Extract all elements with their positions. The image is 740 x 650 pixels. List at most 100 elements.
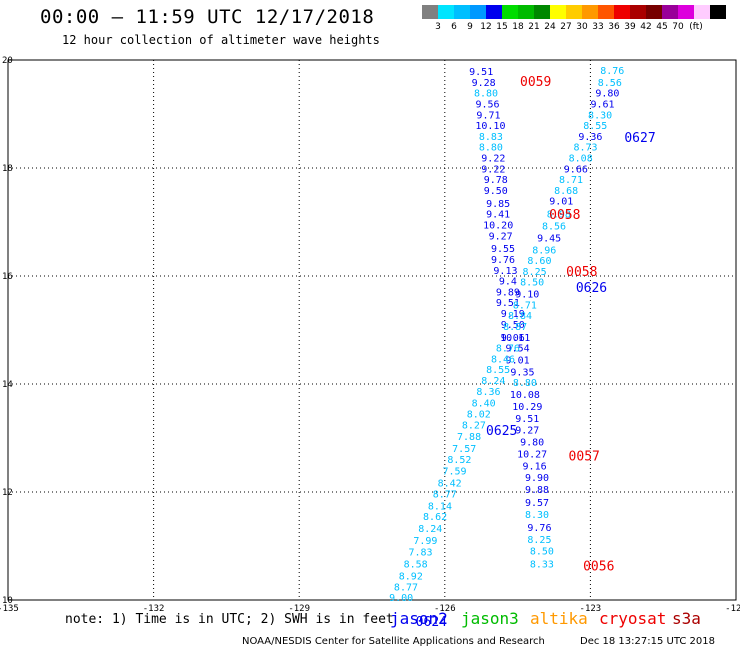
legend-swatch — [598, 5, 614, 19]
lat-tick-label: 14 — [2, 380, 13, 390]
legend-label: 15 — [496, 22, 508, 32]
wave-height-label: 8.87 — [503, 322, 527, 333]
wave-height-label: 7.99 — [413, 536, 437, 547]
wave-height-label: 9.50 — [484, 186, 508, 197]
legend-label: 6 — [451, 22, 457, 32]
lon-tick-label: -126 — [434, 604, 456, 614]
wave-height-label: 9.80 — [520, 438, 544, 449]
wave-height-label: 8.40 — [472, 399, 496, 410]
wave-height-label: 8.80 — [513, 378, 537, 389]
legend-swatch — [582, 5, 598, 19]
wave-height-label: 8.50 — [530, 547, 554, 558]
legend-label: 27 — [560, 22, 572, 32]
legend-label: 9 — [467, 22, 473, 32]
wave-height-label: 9.76 — [527, 523, 551, 534]
pass-time-label: 0059 — [520, 75, 551, 90]
legend-label: 30 — [576, 22, 588, 32]
wave-height-label: 9.55 — [491, 244, 515, 255]
legend-swatch — [646, 5, 662, 19]
wave-height-label: 8.73 — [573, 143, 597, 154]
wave-height-label: 9.35 — [510, 367, 534, 378]
lon-tick-label: -129 — [288, 604, 310, 614]
legend-swatch — [694, 5, 710, 19]
lon-tick-label: -135 — [0, 604, 19, 614]
pass-time-label: 0624 — [416, 615, 447, 630]
wave-height-label: 9.54 — [506, 344, 530, 355]
legend-label: 42 — [640, 22, 652, 32]
wave-height-label: 8.36 — [476, 387, 500, 398]
pass-time-label: 0056 — [583, 559, 614, 574]
legend-label: 12 — [480, 22, 492, 32]
wave-height-label: 8.24 — [481, 376, 505, 387]
wave-height-label: 8.60 — [527, 256, 551, 267]
legend-swatch — [662, 5, 678, 19]
wave-height-label: 9.56 — [475, 100, 499, 111]
wave-height-label: 9.71 — [476, 110, 500, 121]
wave-height-label: 9.51 — [496, 298, 520, 309]
legend-swatch — [678, 5, 694, 19]
wave-height-label: 8.27 — [462, 420, 486, 431]
wave-height-label: 9.16 — [523, 461, 547, 472]
legend-label: 36 — [608, 22, 620, 32]
wave-height-label: 8.98 — [547, 210, 571, 221]
legend-unit: (ft) — [689, 22, 703, 32]
wave-height-label: 8.71 — [513, 300, 537, 311]
legend-label: 33 — [592, 22, 604, 32]
wave-height-label: 8.33 — [530, 560, 554, 571]
wave-height-label: 9.27 — [515, 426, 539, 437]
wave-height-label: 9.85 — [486, 199, 510, 210]
satellite-name: jason3 — [461, 609, 519, 628]
legend-swatch — [534, 5, 550, 19]
wave-height-label: 9.01 — [506, 355, 530, 366]
legend-swatch — [710, 5, 726, 19]
wave-height-label: 8.46 — [491, 354, 515, 365]
wave-height-label: 9.57 — [525, 498, 549, 509]
wave-height-label: 9.28 — [472, 78, 496, 89]
legend-swatch — [550, 5, 566, 19]
chart-title: 00:00 – 11:59 UTC 12/17/2018 — [40, 6, 375, 28]
legend-swatch — [518, 5, 534, 19]
wave-height-label: 9.50 — [501, 320, 525, 331]
legend-swatch — [486, 5, 502, 19]
lon-tick-label: -120 — [725, 604, 740, 614]
wave-height-label: 9.22 — [481, 154, 505, 165]
pass-time-label: 0626 — [576, 281, 607, 296]
wave-height-label: 8.71 — [559, 175, 583, 186]
wave-height-label: 10.20 — [483, 220, 513, 231]
footnote: note: 1) Time is in UTC; 2) SWH is in fe… — [65, 612, 394, 627]
wave-height-label: 10.10 — [475, 121, 505, 132]
wave-height-label: 9.4 — [499, 277, 517, 288]
wave-height-label: 10.29 — [512, 402, 542, 413]
wave-height-label: 9.88 — [525, 485, 549, 496]
wave-height-label: 9.19 — [501, 309, 525, 320]
legend-label: 18 — [512, 22, 524, 32]
wave-height-label: 9.61 — [590, 100, 614, 111]
legend-label: 45 — [656, 22, 668, 32]
legend-label: 70 — [672, 22, 684, 32]
legend-swatch — [566, 5, 582, 19]
wave-height-label: 8.14 — [428, 501, 452, 512]
wave-height-label: 9.89 — [496, 287, 520, 298]
wave-height-label: 8.42 — [438, 479, 462, 490]
wave-height-label: 8.68 — [554, 186, 578, 197]
wave-height-label: 8.24 — [418, 524, 442, 535]
pass-time-label: 0057 — [569, 450, 600, 465]
lat-tick-label: 16 — [2, 272, 13, 282]
wave-height-label: 9.13 — [493, 266, 517, 277]
wave-height-label: 8.30 — [588, 110, 612, 121]
lon-tick-label: -132 — [143, 604, 165, 614]
wave-height-label: 8.77 — [394, 582, 418, 593]
satellite-name: cryosat — [599, 609, 667, 628]
wave-height-label: 7.83 — [408, 548, 432, 559]
lat-tick-label: 18 — [2, 164, 13, 174]
wave-height-label: 8.80 — [474, 89, 498, 100]
legend-label: 39 — [624, 22, 636, 32]
wave-height-label: 9.78 — [484, 175, 508, 186]
wave-height-label: 9.22 — [481, 164, 505, 175]
legend-swatch — [614, 5, 630, 19]
wave-height-label: 7.88 — [457, 432, 481, 443]
lat-tick-label: 12 — [2, 488, 13, 498]
wave-height-label: 8.58 — [404, 560, 428, 571]
wave-height-label: 9.01 — [549, 197, 573, 208]
